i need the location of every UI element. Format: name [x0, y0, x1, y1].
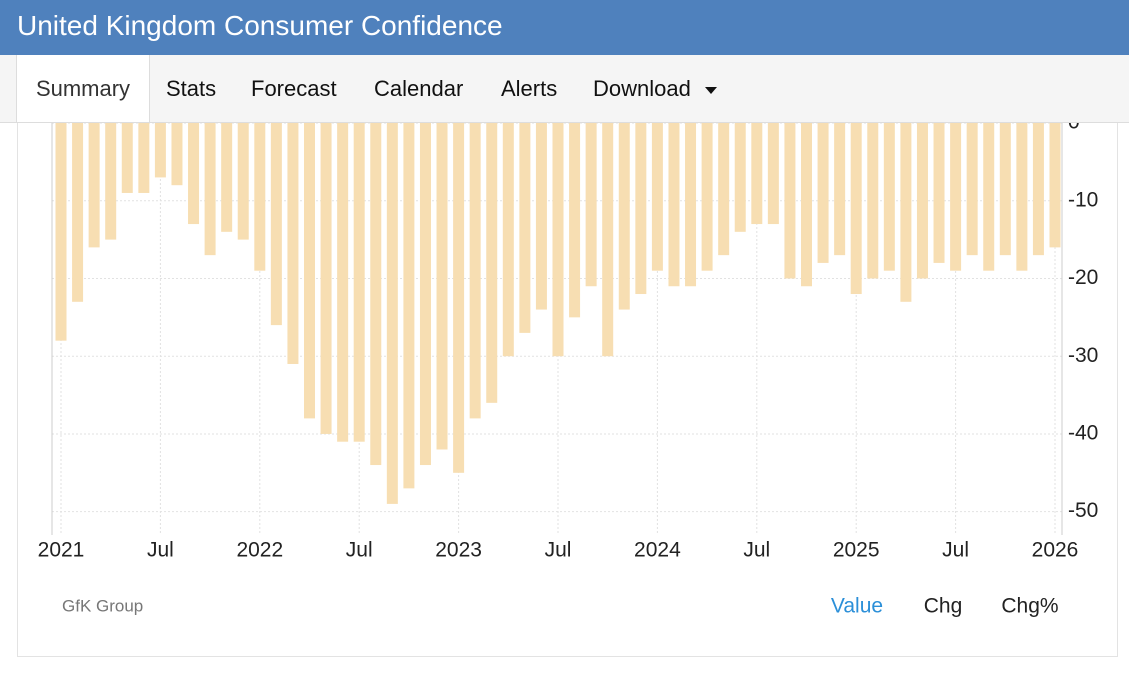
tab[interactable]: Summary	[16, 55, 150, 122]
bar	[486, 123, 498, 403]
bar	[850, 123, 862, 295]
bar	[685, 123, 697, 287]
x-tick-label: Jul	[743, 539, 770, 562]
bar	[966, 123, 978, 256]
bar	[221, 123, 233, 232]
bar	[635, 123, 647, 295]
bar	[519, 123, 531, 333]
bar	[552, 123, 564, 357]
bar	[834, 123, 846, 256]
bar	[419, 123, 431, 466]
bar	[386, 123, 398, 504]
tab[interactable]: Download	[593, 55, 717, 122]
bar	[618, 123, 630, 310]
bar	[436, 123, 448, 450]
bar	[254, 123, 266, 271]
bar	[883, 123, 895, 271]
bar	[469, 123, 481, 419]
bar	[651, 123, 663, 271]
bar	[154, 123, 166, 178]
bar	[1049, 123, 1061, 248]
y-tick-label: -50	[1068, 499, 1098, 522]
bar	[916, 123, 928, 279]
bar	[784, 123, 796, 279]
x-tick-label: 2021	[38, 539, 85, 562]
view-button[interactable]: Chg	[924, 595, 963, 618]
bar	[734, 123, 746, 232]
bar	[403, 123, 415, 489]
bar	[72, 123, 84, 302]
bar	[370, 123, 382, 466]
x-tick-label: 2023	[435, 539, 482, 562]
tab[interactable]: Forecast	[251, 76, 337, 101]
bar	[751, 123, 763, 225]
bar	[535, 123, 547, 310]
bar	[1016, 123, 1028, 271]
bar	[171, 123, 183, 186]
bar	[1032, 123, 1044, 256]
source: GfK Group	[62, 596, 143, 615]
view-button[interactable]: Chg%	[1001, 595, 1058, 618]
chart-panel	[17, 122, 1118, 657]
y-tick-label: -30	[1068, 344, 1098, 367]
bar	[602, 123, 614, 357]
bar	[237, 123, 249, 240]
x-tick-label: 2022	[236, 539, 283, 562]
bar	[337, 123, 349, 442]
header: United Kingdom Consumer Confidence	[0, 0, 1129, 55]
bar	[121, 123, 133, 193]
y-tick-label: -20	[1068, 266, 1098, 289]
bar	[983, 123, 995, 271]
x-tick-label: Jul	[545, 539, 572, 562]
bar	[270, 123, 282, 326]
bar	[933, 123, 945, 263]
bar	[105, 123, 117, 240]
bar	[900, 123, 912, 302]
bar	[767, 123, 779, 225]
bar	[701, 123, 713, 271]
bar	[204, 123, 216, 256]
bar	[138, 123, 150, 193]
bar	[320, 123, 332, 434]
y-tick-label: -10	[1068, 188, 1098, 211]
tab[interactable]: Stats	[166, 76, 217, 101]
tab[interactable]: Alerts	[501, 76, 558, 101]
bar	[817, 123, 829, 263]
page-title: United Kingdom Consumer Confidence	[17, 10, 503, 41]
dropdown-caret	[704, 86, 717, 94]
bar	[304, 123, 315, 419]
bar	[188, 123, 200, 225]
view-button[interactable]: Value	[831, 595, 883, 618]
bar	[718, 123, 730, 256]
x-tick-label: Jul	[346, 539, 373, 562]
bar	[353, 123, 365, 442]
bar	[585, 123, 597, 287]
tab[interactable]: Calendar	[374, 76, 464, 101]
bar	[502, 123, 514, 357]
tab-label[interactable]: Download	[593, 76, 691, 101]
x-tick-label: 2024	[634, 539, 681, 562]
bar	[287, 123, 299, 364]
x-tick-label: 2026	[1032, 539, 1079, 562]
bar	[569, 123, 581, 318]
x-tick-label: 2025	[833, 539, 880, 562]
bar	[801, 123, 812, 287]
bar	[867, 123, 879, 279]
x-tick-label: Jul	[147, 539, 174, 562]
y-tick-label: -40	[1068, 421, 1098, 444]
tab-bar: Summary Stats Forecast Calendar Alerts D…	[0, 55, 1129, 123]
bar	[55, 123, 67, 341]
bar	[453, 123, 465, 473]
bar	[88, 123, 100, 248]
bar	[950, 123, 962, 271]
x-tick-label: Jul	[942, 539, 969, 562]
bar	[999, 123, 1011, 256]
bar	[668, 123, 680, 287]
